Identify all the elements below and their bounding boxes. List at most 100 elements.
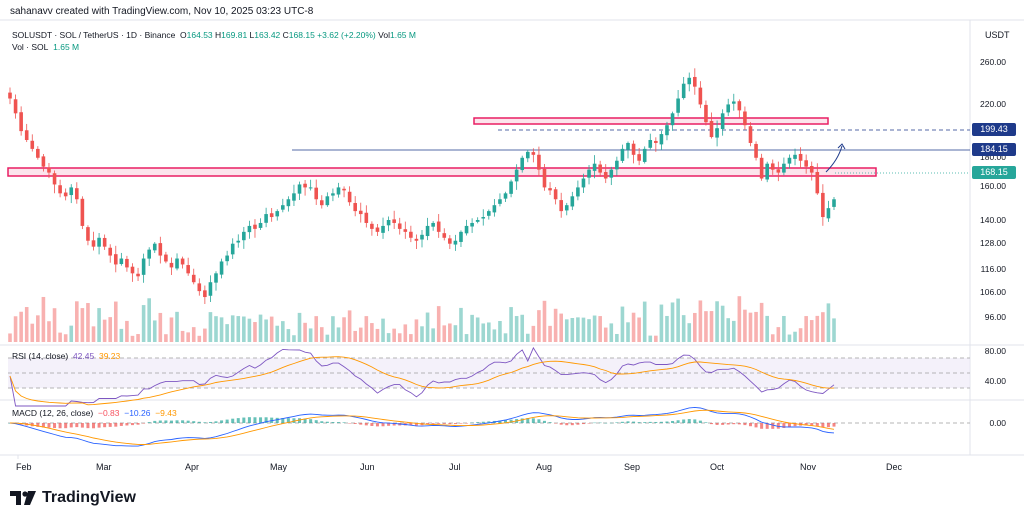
macd-hist-bar (537, 419, 541, 423)
candle-body (598, 164, 602, 173)
volume-bar (576, 317, 580, 342)
currency-label[interactable]: USDT (985, 30, 1010, 40)
macd-signal-value: −9.43 (155, 408, 177, 418)
candle-body (726, 104, 731, 113)
macd-hist-bar (108, 423, 112, 427)
resistance-zone[interactable] (473, 117, 829, 125)
candle-body (136, 273, 140, 277)
candle-body (492, 205, 497, 213)
candle-body (36, 148, 40, 158)
candle-body (498, 199, 502, 204)
symbol-legend[interactable]: SOLUSDT · SOL / TetherUS · 1D · Binance … (12, 30, 416, 40)
macd-hist-bar (153, 420, 157, 423)
macd-hist-bar (698, 420, 702, 423)
macd-hist-bar (142, 423, 146, 424)
macd-legend[interactable]: MACD (12, 26, close) −0.83 −10.26 −9.43 (12, 408, 177, 418)
candle-body (75, 188, 79, 200)
volume-legend[interactable]: Vol · SOL 1.65 M (12, 42, 79, 52)
volume-bar (281, 321, 285, 342)
candle-body (158, 243, 163, 256)
macd-hist-bar (459, 423, 463, 424)
volume-bar (659, 304, 664, 342)
volume-bar (308, 328, 313, 342)
last-price-tag[interactable]: 168.15 (972, 166, 1016, 179)
volume-bar (492, 329, 497, 342)
macd-hist-bar (821, 423, 825, 428)
macd-hist-bar (643, 422, 647, 423)
price-tick: 140.00 (980, 215, 1006, 225)
volume-bar (364, 316, 369, 342)
macd-hist-bar (158, 420, 162, 423)
volume-bar (453, 325, 458, 342)
level-tag-184[interactable]: 184.15 (972, 143, 1016, 156)
level-tag-199[interactable]: 199.43 (972, 123, 1016, 136)
high-value: 169.81 (221, 30, 248, 40)
candle-body (253, 224, 257, 229)
volume-bar (592, 315, 597, 342)
macd-hist-bar (208, 421, 212, 423)
symbol-label[interactable]: SOLUSDT · SOL / TetherUS · 1D · Binance (12, 30, 176, 40)
macd-hist-bar (704, 422, 708, 423)
candle-body (152, 243, 157, 251)
macd-hist-bar (448, 423, 452, 425)
macd-hist-bar (348, 423, 352, 424)
candle-body (459, 231, 463, 242)
volume-bar (358, 327, 363, 342)
candle-body (436, 221, 441, 232)
candle-body (214, 273, 218, 283)
volume-bar (475, 317, 480, 342)
candle-body (164, 254, 168, 262)
volume-bar (397, 333, 402, 342)
candle-body (615, 160, 619, 170)
macd-hist-bar (253, 417, 257, 423)
month-label: Jul (449, 462, 461, 472)
candle-body (715, 128, 719, 138)
volume-bar (759, 302, 764, 342)
candle-body (102, 237, 107, 247)
rsi-legend[interactable]: RSI (14, close) 42.45 39.23 (12, 351, 120, 361)
volume-bar (75, 301, 79, 342)
rsi-ma-value: 39.23 (98, 351, 121, 361)
candle-body (319, 200, 324, 206)
candle-body (297, 184, 302, 194)
volume-bar (19, 311, 23, 342)
candle-body (770, 163, 775, 170)
volume-bar (102, 319, 107, 342)
macd-hist-bar (259, 417, 263, 423)
volume-bar (514, 316, 519, 342)
candle-body (782, 163, 786, 173)
tradingview-logo[interactable]: TradingView (10, 489, 136, 507)
volume-bar (91, 326, 96, 342)
candle-body (637, 154, 641, 161)
projection-arrow[interactable] (825, 145, 843, 173)
low-value: 163.42 (254, 30, 281, 40)
macd-hist-bar (41, 423, 45, 428)
brand-name: TradingView (42, 489, 136, 506)
macd-hist-bar (336, 422, 340, 423)
macd-hist-bar (92, 423, 96, 429)
volume-bar (648, 335, 653, 342)
macd-hist-bar (465, 423, 469, 424)
price-tick: 106.00 (980, 287, 1006, 297)
candle-body (464, 225, 469, 234)
volume-bar (158, 312, 163, 342)
candle-body (52, 173, 57, 185)
volume-bar (286, 329, 291, 342)
candle-body (230, 243, 235, 255)
volume-bar (264, 319, 268, 342)
macd-hist-bar (504, 420, 508, 423)
volume-bar (52, 308, 57, 342)
macd-hist-bar (659, 421, 663, 423)
macd-hist-bar (47, 423, 51, 428)
month-label: Mar (96, 462, 112, 472)
support-zone[interactable] (7, 167, 877, 177)
price-tick: 220.00 (980, 99, 1006, 109)
volume-bar (481, 323, 486, 342)
macd-hist-bar (826, 423, 830, 428)
candle-body (448, 238, 452, 244)
macd-hist-bar (320, 421, 324, 423)
volume-bar (498, 321, 502, 342)
volume-bar (681, 315, 686, 342)
volume-bar (58, 332, 62, 342)
